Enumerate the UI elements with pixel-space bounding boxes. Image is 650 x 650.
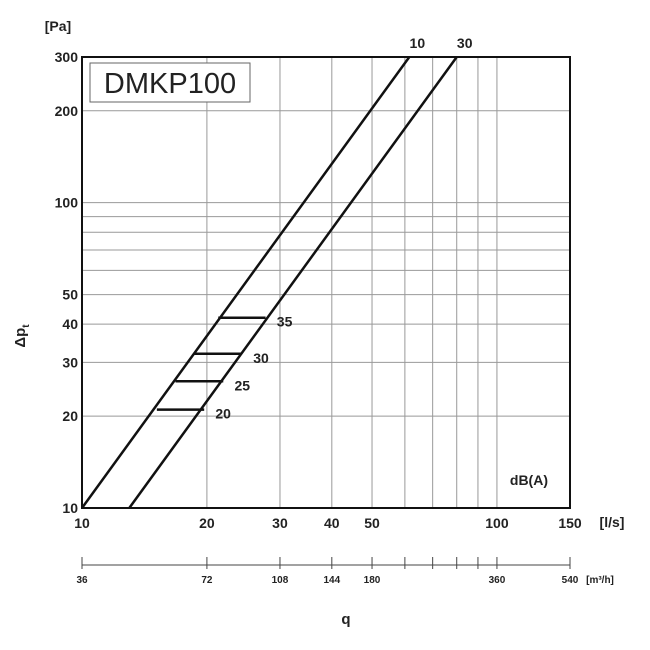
secondary-axis-tick-label: 540 bbox=[562, 575, 579, 586]
x-tick-label: 10 bbox=[74, 515, 90, 531]
noise-label-30: 30 bbox=[253, 350, 269, 366]
secondary-axis-tick-label: 144 bbox=[323, 575, 340, 586]
y-tick-labels: 10 20 30 40 50 100 200 300 bbox=[55, 49, 79, 516]
secondary-axis-tick-label: 360 bbox=[489, 575, 506, 586]
series-line-10 bbox=[80, 56, 411, 509]
y-axis-label: Δp bbox=[12, 328, 29, 348]
x-tick-label: 40 bbox=[324, 515, 340, 531]
secondary-axis-tick-label: 36 bbox=[76, 575, 88, 586]
y-tick-label: 300 bbox=[55, 49, 79, 65]
secondary-axis-tick-label: 180 bbox=[364, 575, 381, 586]
x-tick-labels: 10 20 30 40 50 100 150 bbox=[74, 515, 582, 531]
y-tick-label: 30 bbox=[62, 354, 78, 370]
x-tick-label: 30 bbox=[272, 515, 288, 531]
y-axis-label-subscript: t bbox=[21, 324, 32, 328]
title-box bbox=[89, 62, 251, 103]
chart-title: DMKP100 bbox=[104, 68, 236, 100]
y-tick-label: 20 bbox=[62, 408, 78, 424]
noise-unit-label: dB(A) bbox=[510, 472, 548, 488]
y-unit-label: [Pa] bbox=[45, 18, 71, 34]
secondary-axis-tick-label: 72 bbox=[201, 575, 213, 586]
y-tick-label: 50 bbox=[62, 287, 78, 303]
y-tick-label: 100 bbox=[55, 195, 79, 211]
series-label-30: 30 bbox=[457, 35, 473, 51]
x-tick-label: 150 bbox=[558, 515, 582, 531]
plot-frame bbox=[81, 56, 571, 509]
x-tick-label: 100 bbox=[485, 515, 509, 531]
series-lines: 10 30 bbox=[80, 35, 473, 509]
x-unit-label: [l/s] bbox=[600, 514, 625, 530]
y-tick-label: 10 bbox=[62, 500, 78, 516]
secondary-axis-tick-label: 108 bbox=[272, 575, 289, 586]
y-tick-label: 40 bbox=[62, 316, 78, 332]
noise-label-20: 20 bbox=[215, 406, 231, 422]
series-line-30 bbox=[128, 56, 458, 509]
y-axis-title: Δpt bbox=[12, 324, 32, 348]
secondary-axis-unit: [m³/h] bbox=[586, 575, 614, 586]
secondary-axis-label: q bbox=[341, 611, 350, 628]
noise-label-25: 25 bbox=[234, 377, 250, 393]
secondary-axis: 36 72 108 144 180 360 540 bbox=[76, 557, 579, 586]
x-tick-label: 50 bbox=[364, 515, 380, 531]
y-tick-label: 200 bbox=[55, 103, 79, 119]
x-tick-label: 20 bbox=[199, 515, 215, 531]
grid bbox=[81, 56, 571, 509]
svg-text:Δpt: Δpt bbox=[12, 324, 32, 348]
series-label-10: 10 bbox=[410, 35, 426, 51]
noise-label-35: 35 bbox=[277, 314, 293, 330]
